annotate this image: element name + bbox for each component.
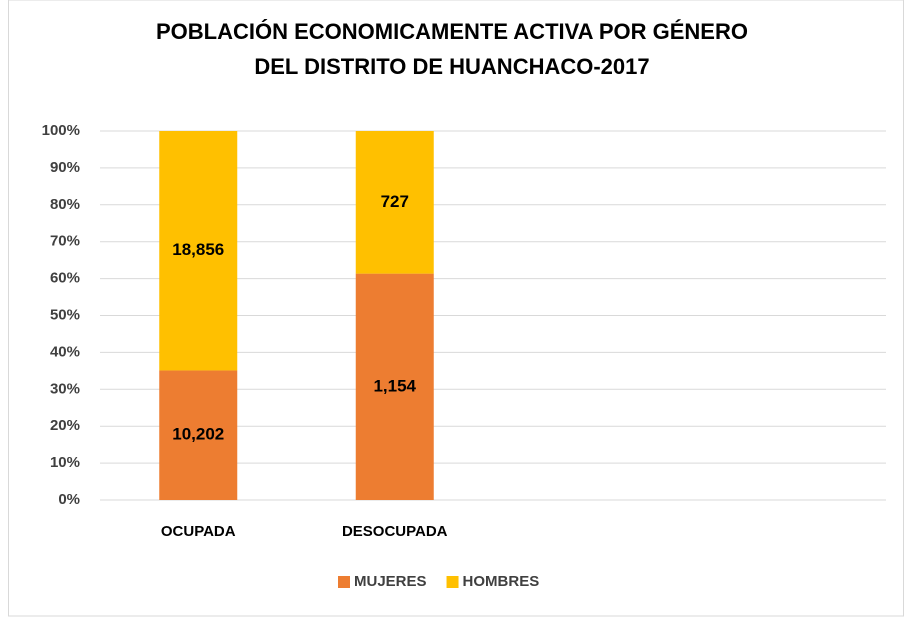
x-tick-label: OCUPADA bbox=[161, 523, 236, 540]
y-tick-label: 50% bbox=[50, 306, 80, 323]
bar-segment bbox=[355, 273, 434, 500]
y-tick-label: 30% bbox=[50, 380, 80, 397]
data-label: 727 bbox=[381, 192, 409, 211]
chart-title: DEL DISTRITO DE HUANCHACO-2017 bbox=[254, 54, 649, 79]
data-label: 18,856 bbox=[172, 240, 224, 259]
y-tick-label: 60% bbox=[50, 270, 80, 287]
legend-label: HOMBRES bbox=[463, 573, 540, 590]
y-tick-label: 80% bbox=[50, 196, 80, 213]
data-label: 1,154 bbox=[373, 376, 416, 395]
bar-segment bbox=[355, 131, 434, 274]
y-tick-label: 0% bbox=[58, 491, 80, 508]
legend-swatch bbox=[446, 576, 459, 588]
y-tick-label: 70% bbox=[50, 233, 80, 250]
legend-label: MUJERES bbox=[354, 573, 427, 590]
legend-swatch bbox=[338, 576, 350, 588]
x-tick-label: DESOCUPADA bbox=[342, 523, 448, 540]
y-tick-label: 20% bbox=[50, 417, 80, 434]
chart-title: POBLACIÓN ECONOMICAMENTE ACTIVA POR GÉNE… bbox=[156, 19, 748, 44]
y-tick-label: 40% bbox=[50, 343, 80, 360]
data-label: 10,202 bbox=[172, 425, 224, 444]
y-tick-label: 10% bbox=[50, 454, 80, 471]
y-tick-label: 100% bbox=[42, 122, 80, 139]
y-tick-label: 90% bbox=[50, 159, 80, 176]
bar-segment bbox=[159, 370, 238, 500]
bar-segment bbox=[159, 131, 238, 371]
chart-border bbox=[8, 0, 904, 617]
